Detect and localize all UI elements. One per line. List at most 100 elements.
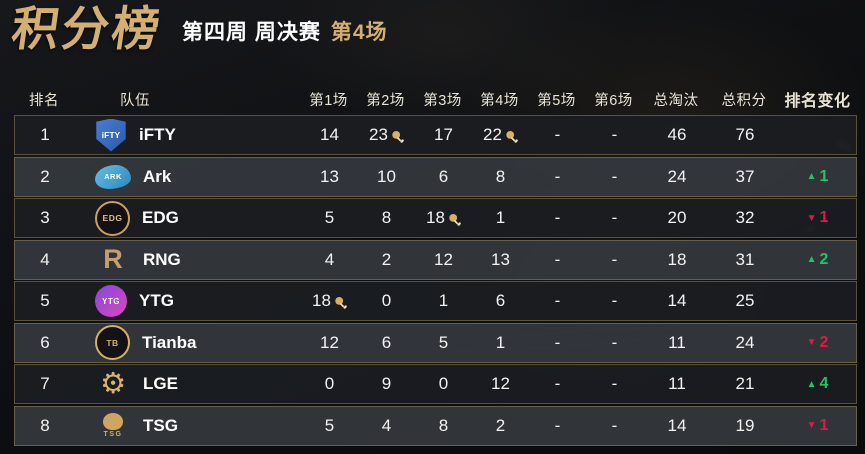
team-name: RNG — [143, 249, 181, 269]
match-score-cell: 4 — [324, 249, 335, 269]
table-row: 1 iFTY iFTY 14 23 17 22 - - 46 76 — [14, 115, 857, 155]
match-score-cell: 6 — [438, 166, 449, 186]
col-header-team: 队伍 — [120, 92, 150, 109]
table-row: 8 TSG TSG 5 4 8 2 - - 14 19 ▼ 1 — [14, 405, 857, 446]
table-row: 4 R RNG 4 2 12 13 - - 18 31 ▲ 2 — [14, 239, 857, 280]
match-score-cell: - — [611, 166, 618, 186]
table-body: 1 iFTY iFTY 14 23 17 22 - - 46 76 2 ARK … — [14, 115, 857, 446]
match-score-cell: - — [611, 415, 618, 435]
page-title: 积分榜 — [8, 2, 166, 55]
match-score-cell: - — [554, 291, 561, 310]
match-score-cell: - — [611, 332, 618, 352]
match-score-cell: 12 — [434, 249, 453, 269]
rank-change-cell: ▼ 1 — [806, 416, 829, 434]
total-elims-cell: 14 — [667, 291, 687, 310]
team-cell: TB Tianba — [75, 325, 301, 360]
rank-cell: 1 — [40, 125, 50, 144]
rank-cell: 4 — [40, 249, 50, 269]
match-score-cell: 0 — [438, 374, 449, 393]
subtitle: 第四周 周决赛 第4场 — [182, 16, 388, 53]
scoreboard-header: 积分榜 第四周 周决赛 第4场 — [8, 2, 388, 55]
match-score-cell: 1 — [495, 208, 506, 227]
total-points-cell: 31 — [735, 249, 755, 269]
team-name: TSG — [143, 415, 178, 435]
match-score-cell: - — [554, 208, 561, 227]
team-name: LGE — [143, 374, 178, 393]
up-arrow-icon: ▲ — [806, 254, 817, 265]
team-name: Ark — [143, 166, 172, 186]
table-row: 2 ARK Ark 13 10 6 8 - - 24 37 ▲ 1 — [14, 156, 857, 197]
match-score-cell: 14 — [320, 125, 339, 144]
match-score-cell: 5 — [324, 208, 335, 227]
rank-change-cell: ▲ 4 — [806, 375, 829, 392]
match-score-cell: - — [554, 415, 561, 435]
col-header-total-points: 总积分 — [721, 92, 767, 109]
total-points-cell: 25 — [735, 291, 755, 310]
match-score-cell: 5 — [324, 415, 335, 435]
match-score-cell: 8 — [495, 166, 506, 186]
table-row: 5 YTG YTG 18 0 1 6 - - 14 25 — [14, 281, 857, 321]
match-score-cell: - — [611, 125, 618, 144]
match-score-cell: - — [611, 374, 618, 393]
match-score-cell: 1 — [495, 332, 506, 352]
edg-team-logo: EDG — [95, 200, 130, 236]
chicken-dinner-icon — [391, 130, 404, 143]
total-elims-cell: 24 — [667, 166, 687, 186]
match-score-cell: 23 — [358, 125, 415, 145]
down-arrow-icon: ▼ — [806, 337, 817, 348]
total-points-cell: 37 — [735, 166, 755, 186]
rank-change-cell: ▲ 1 — [806, 167, 829, 185]
total-points-cell: 76 — [735, 125, 755, 144]
total-points-cell: 21 — [735, 374, 755, 393]
col-header-match3: 第3场 — [423, 92, 462, 109]
team-name: iFTY — [139, 125, 176, 144]
rank-cell: 5 — [40, 291, 50, 310]
rank-cell: 6 — [40, 332, 50, 352]
rank-change-cell: ▼ 1 — [806, 209, 829, 226]
down-arrow-icon: ▼ — [806, 420, 817, 431]
match-score-cell: 6 — [495, 291, 506, 310]
tsg-team-logo: TSG — [95, 409, 131, 443]
match-score-cell: 18 — [301, 291, 358, 311]
table-row: 6 TB Tianba 12 6 5 1 - - 11 24 ▼ 2 — [14, 322, 857, 363]
table-header: 排名 队伍 第1场 第2场 第3场 第4场 第5场 第6场 总淘汰 总积分 排名… — [14, 86, 857, 112]
team-cell: EDG EDG — [75, 200, 301, 236]
col-header-match5: 第5场 — [537, 92, 576, 109]
col-header-match6: 第6场 — [594, 92, 633, 109]
ifty-team-logo: iFTY — [96, 118, 126, 152]
total-elims-cell: 11 — [668, 332, 686, 352]
match-score-cell: 18 — [415, 208, 472, 228]
team-cell: R RNG — [75, 243, 301, 277]
match-score-cell: 0 — [381, 291, 392, 310]
chicken-dinner-icon — [334, 296, 347, 309]
total-elims-cell: 11 — [668, 374, 686, 393]
table-row: 3 EDG EDG 5 8 18 1 - - 20 32 ▼ 1 — [14, 198, 857, 238]
match-score-cell: - — [554, 332, 561, 352]
match-score-cell: - — [554, 166, 561, 186]
up-arrow-icon: ▲ — [806, 378, 817, 390]
subtitle-match: 第4场 — [330, 21, 388, 45]
col-header-rank-change: 排名变化 — [784, 93, 851, 110]
match-score-cell: - — [554, 125, 561, 144]
lge-team-logo: ⚙ — [100, 367, 126, 400]
match-score-cell: 6 — [381, 332, 392, 352]
total-elims-cell: 46 — [667, 125, 687, 144]
rank-cell: 7 — [40, 374, 50, 393]
crest-emblem — [103, 413, 123, 430]
match-score-cell: 13 — [491, 249, 510, 269]
match-score-cell: 13 — [320, 166, 339, 186]
col-header-rank: 排名 — [29, 92, 59, 109]
match-score-cell: 2 — [495, 415, 506, 435]
team-cell: TSG TSG — [75, 409, 301, 443]
col-header-match1: 第1场 — [309, 92, 348, 109]
total-elims-cell: 18 — [667, 249, 687, 269]
rank-change-cell: ▼ 2 — [806, 333, 829, 351]
up-arrow-icon: ▲ — [806, 171, 817, 182]
team-cell: ⚙ LGE — [75, 367, 301, 401]
total-elims-cell: 14 — [667, 415, 687, 435]
rank-cell: 2 — [40, 166, 50, 186]
down-arrow-icon: ▼ — [806, 212, 817, 224]
total-elims-cell: 20 — [667, 208, 687, 227]
match-score-cell: 2 — [381, 249, 392, 269]
